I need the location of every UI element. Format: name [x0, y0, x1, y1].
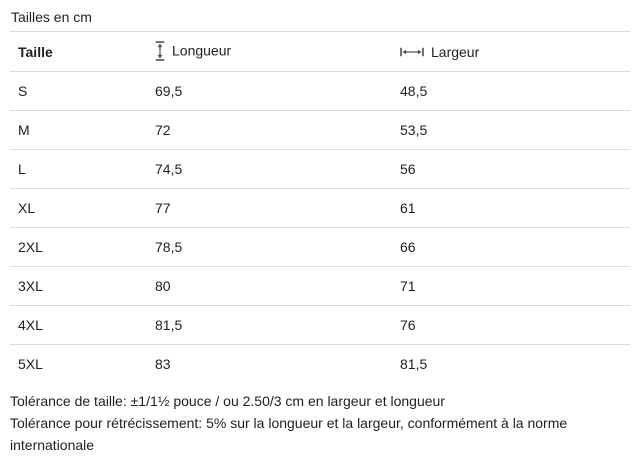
size-table-header: Taille Longueur	[10, 32, 630, 72]
size-cell: 5XL	[18, 356, 43, 372]
length-cell: 78,5	[155, 227, 400, 267]
length-cell: 69,5	[155, 71, 400, 111]
column-header-longueur-label: Longueur	[172, 42, 232, 59]
tolerance-notes: Tolérance de taille: ±1/1½ pouce / ou 2.…	[10, 390, 620, 456]
size-table-body: S 69,5 48,5 M 72 53,5 L 74,5 56 XL 77 61…	[10, 71, 630, 384]
width-cell: 81,5	[400, 356, 428, 372]
height-arrow-icon	[155, 40, 165, 61]
table-row: XL 77 61	[10, 188, 630, 228]
size-table: Taille Longueur	[10, 32, 630, 383]
size-chart-page: Tailles en cm Taille Longueur	[10, 0, 630, 456]
table-row: 3XL 80 71	[10, 266, 630, 306]
width-cell: 61	[400, 188, 630, 228]
column-header-taille: Taille	[10, 32, 155, 72]
size-chart-title: Tailles en cm	[10, 0, 630, 32]
width-cell: 56	[400, 149, 630, 189]
column-header-largeur: Largeur	[400, 32, 630, 72]
width-cell: 66	[400, 227, 630, 267]
column-header-longueur: Longueur	[155, 32, 400, 72]
table-row: M 72 53,5	[10, 110, 630, 150]
size-cell: 2XL	[10, 227, 155, 267]
width-cell: 53,5	[400, 110, 630, 150]
size-tolerance-note: Tolérance de taille: ±1/1½ pouce / ou 2.…	[10, 393, 445, 409]
length-cell: 83	[155, 356, 171, 372]
width-arrow-icon	[400, 47, 424, 57]
table-row: 2XL 78,5 66	[10, 227, 630, 267]
column-header-largeur-label: Largeur	[431, 43, 480, 60]
size-cell: 4XL	[10, 305, 155, 345]
shrinkage-tolerance-note: Tolérance pour rétrécissement: 5% sur la…	[10, 415, 568, 453]
size-cell: M	[10, 110, 155, 150]
size-cell: 3XL	[10, 266, 155, 306]
table-row: L 74,5 56	[10, 149, 630, 189]
length-cell: 81,5	[155, 305, 400, 345]
size-cell: L	[10, 149, 155, 189]
table-row: 5XL 83 81,5	[10, 345, 630, 384]
width-cell: 48,5	[400, 71, 630, 111]
width-cell: 76	[400, 305, 630, 345]
length-cell: 74,5	[155, 149, 400, 189]
length-cell: 77	[155, 188, 400, 228]
size-cell: S	[10, 71, 155, 111]
header-row: Taille Longueur	[10, 32, 630, 72]
length-cell: 72	[155, 110, 400, 150]
length-cell: 80	[155, 266, 400, 306]
size-cell: XL	[10, 188, 155, 228]
width-cell: 71	[400, 266, 630, 306]
table-row: S 69,5 48,5	[10, 71, 630, 111]
table-row: 4XL 81,5 76	[10, 305, 630, 345]
